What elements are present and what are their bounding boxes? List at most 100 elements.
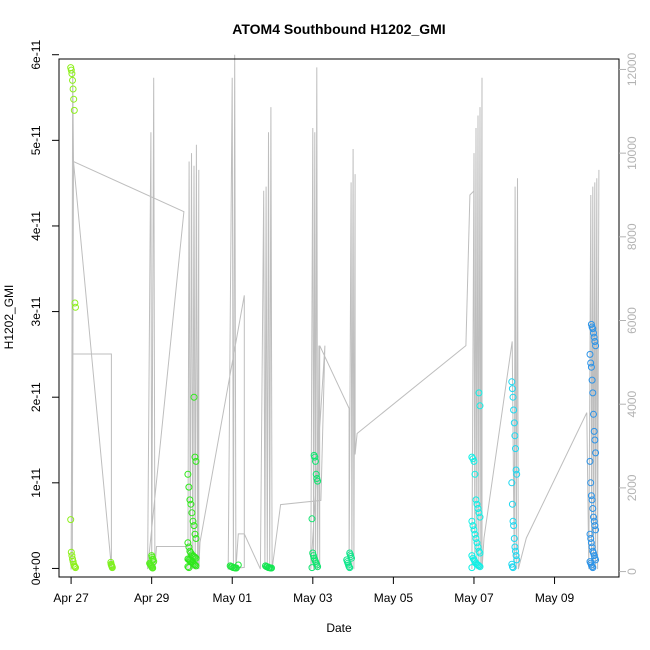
data-point [587,479,595,487]
data-point [475,509,483,517]
data-point [586,457,594,465]
data-point [590,333,598,341]
data-point [511,432,519,440]
data-point [587,359,595,367]
data-point [188,509,196,517]
data-point [312,470,320,478]
y-tick-label: 0e+00 [29,551,43,585]
series-0 [67,64,79,572]
y-tick-label: 3e-11 [29,296,43,326]
data-point [184,563,192,571]
series-10 [586,320,600,572]
x-tick-label: Apr 29 [134,591,170,605]
data-point [469,522,477,530]
series-5 [262,562,275,572]
data-point [190,553,198,560]
data-point [185,543,193,551]
data-point [191,561,199,569]
data-point [587,363,595,371]
data-point [472,496,480,504]
data-point [586,530,594,538]
series-2 [146,552,158,572]
data-point [508,500,516,508]
data-point [191,453,199,461]
series-3 [184,393,200,572]
data-point [592,449,600,457]
data-point [69,85,77,93]
data-point [473,500,481,508]
data-point [192,457,200,465]
data-point [185,564,193,572]
data-point [475,547,483,555]
y-axis-label: H1202_GMI [2,285,16,350]
data-point [312,457,319,465]
data-point [509,517,517,525]
data-point [589,389,597,397]
points-layer [67,64,600,572]
y-tick-label: 6e-11 [29,39,43,69]
data-point [476,513,484,521]
axes-layer: Apr 27 Apr 29 May 01 May 03 May 05 May 07 May … [29,39,639,605]
x-axis-label: Date [326,621,352,635]
data-point [468,517,476,525]
data-point [189,517,197,525]
data-point [476,563,484,571]
data-point [590,329,597,337]
x-tick-label: May 09 [535,591,575,605]
data-point [184,470,192,478]
data-point [308,564,316,572]
data-point [468,453,476,461]
data-point [470,457,478,465]
data-point [509,564,517,572]
x-tick-label: May 03 [293,591,333,605]
data-point [508,385,516,393]
data-point [473,539,481,547]
data-point [471,470,479,478]
plot-frame [58,58,620,578]
data-point [590,410,597,418]
data-point [510,535,518,542]
x-tick-label: May 01 [213,591,253,605]
data-point [190,560,198,568]
data-point [149,564,157,572]
data-point [587,492,595,500]
data-point [589,505,597,512]
data-point [469,554,477,562]
data-point [588,496,596,504]
data-point [591,522,599,530]
data-point [192,554,200,562]
y2-tick-label: 6000 [625,307,639,334]
data-point [589,564,597,572]
data-point [509,393,517,401]
y-tick-label: 5e-11 [29,125,43,155]
y2-tick-label: 12000 [625,52,639,86]
data-point [590,513,597,521]
data-point [67,548,75,556]
data-point [471,530,479,538]
series-4 [226,561,242,572]
y2-tick-label: 0 [625,568,639,575]
data-point [590,517,598,525]
data-point [185,483,193,491]
series-6 [308,451,322,572]
series-1 [107,558,116,572]
data-point [475,562,483,570]
data-point [508,378,516,386]
data-point [186,496,194,504]
data-point [308,515,316,523]
data-point [72,564,79,572]
data-point [592,526,600,534]
data-point [346,564,354,572]
data-point [512,547,519,555]
data-point [511,543,519,551]
series-9 [508,378,521,572]
data-point [191,553,199,561]
data-point [69,76,76,84]
data-point [476,402,484,410]
altitude-line-layer [70,54,600,570]
data-point [68,70,76,78]
data-point [586,350,594,358]
data-point [510,522,518,530]
data-point [591,338,599,345]
data-point [513,556,521,564]
